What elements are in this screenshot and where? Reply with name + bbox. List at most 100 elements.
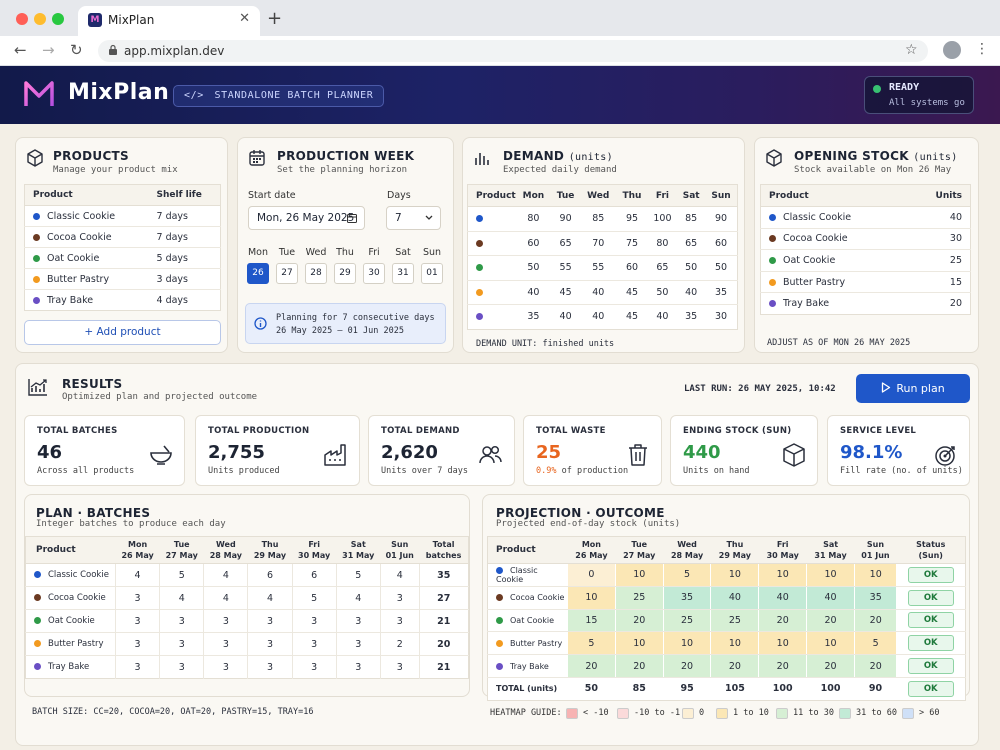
demand-value[interactable]: 35 — [685, 311, 698, 323]
tab-close-icon[interactable]: ✕ — [239, 11, 250, 26]
product-row[interactable]: Classic Cookie 7 days — [24, 205, 221, 227]
plan-batch-value: 3 — [291, 609, 337, 633]
forward-icon[interactable]: → — [42, 41, 55, 59]
projection-heat-cell: 35 — [662, 586, 711, 610]
col-day-name: Sun — [866, 540, 885, 549]
demand-value[interactable]: 60 — [515, 231, 552, 256]
status-badge: OK — [907, 680, 954, 697]
day-button[interactable]: 28 — [305, 263, 327, 284]
demand-value[interactable]: 35 — [704, 280, 738, 305]
days-value: 7 — [395, 212, 402, 224]
demand-value[interactable]: 60 — [704, 231, 738, 256]
demand-value[interactable]: 50 — [647, 280, 678, 305]
stock-units[interactable]: 15 — [912, 271, 971, 294]
demand-value[interactable]: 40 — [592, 311, 605, 323]
kpi-card: TOTAL PRODUCTION 2,755 Units produced — [195, 415, 360, 486]
days-select[interactable]: 7 — [386, 206, 441, 230]
minimize-window-icon[interactable] — [34, 13, 46, 25]
demand-value[interactable]: 75 — [616, 231, 648, 256]
projection-heat-cell: 10 — [758, 563, 807, 587]
demand-value[interactable]: 40 — [656, 311, 669, 323]
day-button[interactable]: 27 — [276, 263, 298, 284]
product-row[interactable]: Oat Cookie 5 days — [24, 247, 221, 269]
back-icon[interactable]: ← — [14, 41, 27, 59]
plan-batch-value: 3 — [247, 655, 293, 679]
demand-value[interactable]: 45 — [551, 280, 581, 305]
product-row[interactable]: Butter Pastry 3 days — [24, 268, 221, 290]
demand-value[interactable]: 40 — [580, 280, 617, 305]
plan-product-name: Tray Bake — [48, 662, 90, 672]
url-field[interactable]: app.mixplan.dev — [98, 40, 928, 62]
stock-units[interactable]: 25 — [912, 249, 971, 272]
demand-value[interactable]: 80 — [647, 231, 678, 256]
demand-row: 40 45 40 45 50 40 35 — [467, 280, 738, 305]
stock-product-name: Cocoa Cookie — [783, 233, 848, 245]
bookmark-star-icon[interactable]: ☆ — [905, 42, 918, 58]
demand-value[interactable]: 90 — [551, 206, 581, 232]
reload-icon[interactable]: ↻ — [70, 41, 83, 59]
demand-value[interactable]: 85 — [580, 206, 617, 232]
profile-avatar[interactable] — [943, 41, 961, 59]
product-name: Cocoa Cookie — [47, 231, 112, 243]
col-product: Product — [25, 536, 116, 564]
plan-product-name: Butter Pastry — [48, 639, 104, 649]
browser-tab[interactable]: M MixPlan ✕ — [78, 6, 260, 36]
product-color-dot — [496, 662, 503, 670]
col-day-name: Sat — [823, 540, 839, 549]
plan-batch-value: 5 — [159, 563, 204, 587]
demand-value[interactable]: 45 — [625, 311, 639, 323]
projection-heat-cell: 10 — [758, 631, 807, 656]
new-tab-button[interactable]: + — [267, 8, 283, 29]
demand-value[interactable]: 35 — [527, 311, 540, 323]
close-window-icon[interactable] — [16, 13, 28, 25]
demand-value[interactable]: 30 — [714, 311, 728, 323]
product-color-dot — [476, 313, 483, 321]
demand-value[interactable]: 95 — [616, 206, 648, 232]
product-row[interactable]: Cocoa Cookie 7 days — [24, 226, 221, 248]
demand-value[interactable]: 55 — [551, 255, 581, 281]
demand-value[interactable]: 90 — [704, 206, 738, 232]
demand-value[interactable]: 55 — [580, 255, 617, 281]
start-date-field[interactable]: Mon, 26 May 2025 — [248, 206, 365, 230]
stock-units[interactable]: 30 — [912, 228, 971, 251]
product-color-dot — [769, 256, 776, 264]
run-plan-button[interactable]: Run plan — [856, 374, 970, 403]
stock-units[interactable]: 20 — [949, 298, 962, 310]
product-color-dot — [34, 571, 41, 578]
demand-value[interactable]: 50 — [704, 255, 738, 281]
demand-value[interactable]: 45 — [616, 280, 648, 305]
projection-heat-cell: 20 — [758, 609, 807, 633]
demand-value[interactable]: 50 — [677, 255, 705, 281]
plan-product-name: Cocoa Cookie — [48, 593, 106, 603]
plan-batch-value: 3 — [203, 632, 248, 656]
projection-product-name: Oat Cookie — [510, 615, 555, 625]
day-button[interactable]: 30 — [363, 263, 385, 284]
day-button[interactable]: 01 — [421, 263, 443, 284]
demand-value[interactable]: 40 — [677, 280, 705, 305]
demand-value[interactable]: 85 — [677, 206, 705, 232]
day-button[interactable]: 26 — [247, 263, 269, 284]
add-product-button[interactable]: + Add product — [24, 320, 221, 345]
demand-value[interactable]: 40 — [515, 280, 552, 305]
stock-units[interactable]: 40 — [912, 206, 971, 229]
demand-row: 80 90 85 95 100 85 90 — [467, 206, 738, 232]
product-row[interactable]: Tray Bake 4 days — [25, 290, 221, 311]
demand-value[interactable]: 100 — [647, 206, 678, 232]
kpi-subtext-text: Units over 7 days — [381, 466, 468, 476]
day-button[interactable]: 29 — [334, 263, 356, 284]
demand-value[interactable]: 50 — [515, 255, 552, 281]
maximize-window-icon[interactable] — [52, 13, 64, 25]
browser-menu-icon[interactable]: ⋮ — [975, 41, 989, 57]
demand-value[interactable]: 70 — [580, 231, 617, 256]
day-button[interactable]: 31 — [392, 263, 414, 284]
kpi-card: SERVICE LEVEL 98.1% Fill rate (no. of unit… — [827, 415, 970, 486]
col-day-date: 29 May — [253, 551, 287, 560]
demand-value[interactable]: 65 — [551, 231, 581, 256]
demand-value[interactable]: 65 — [647, 255, 678, 281]
demand-value[interactable]: 60 — [616, 255, 648, 281]
site-info-icon[interactable] — [108, 44, 118, 59]
demand-value[interactable]: 40 — [559, 311, 572, 323]
demand-value[interactable]: 65 — [677, 231, 705, 256]
demand-value[interactable]: 80 — [515, 206, 552, 232]
calendar-picker-icon[interactable] — [347, 213, 357, 223]
